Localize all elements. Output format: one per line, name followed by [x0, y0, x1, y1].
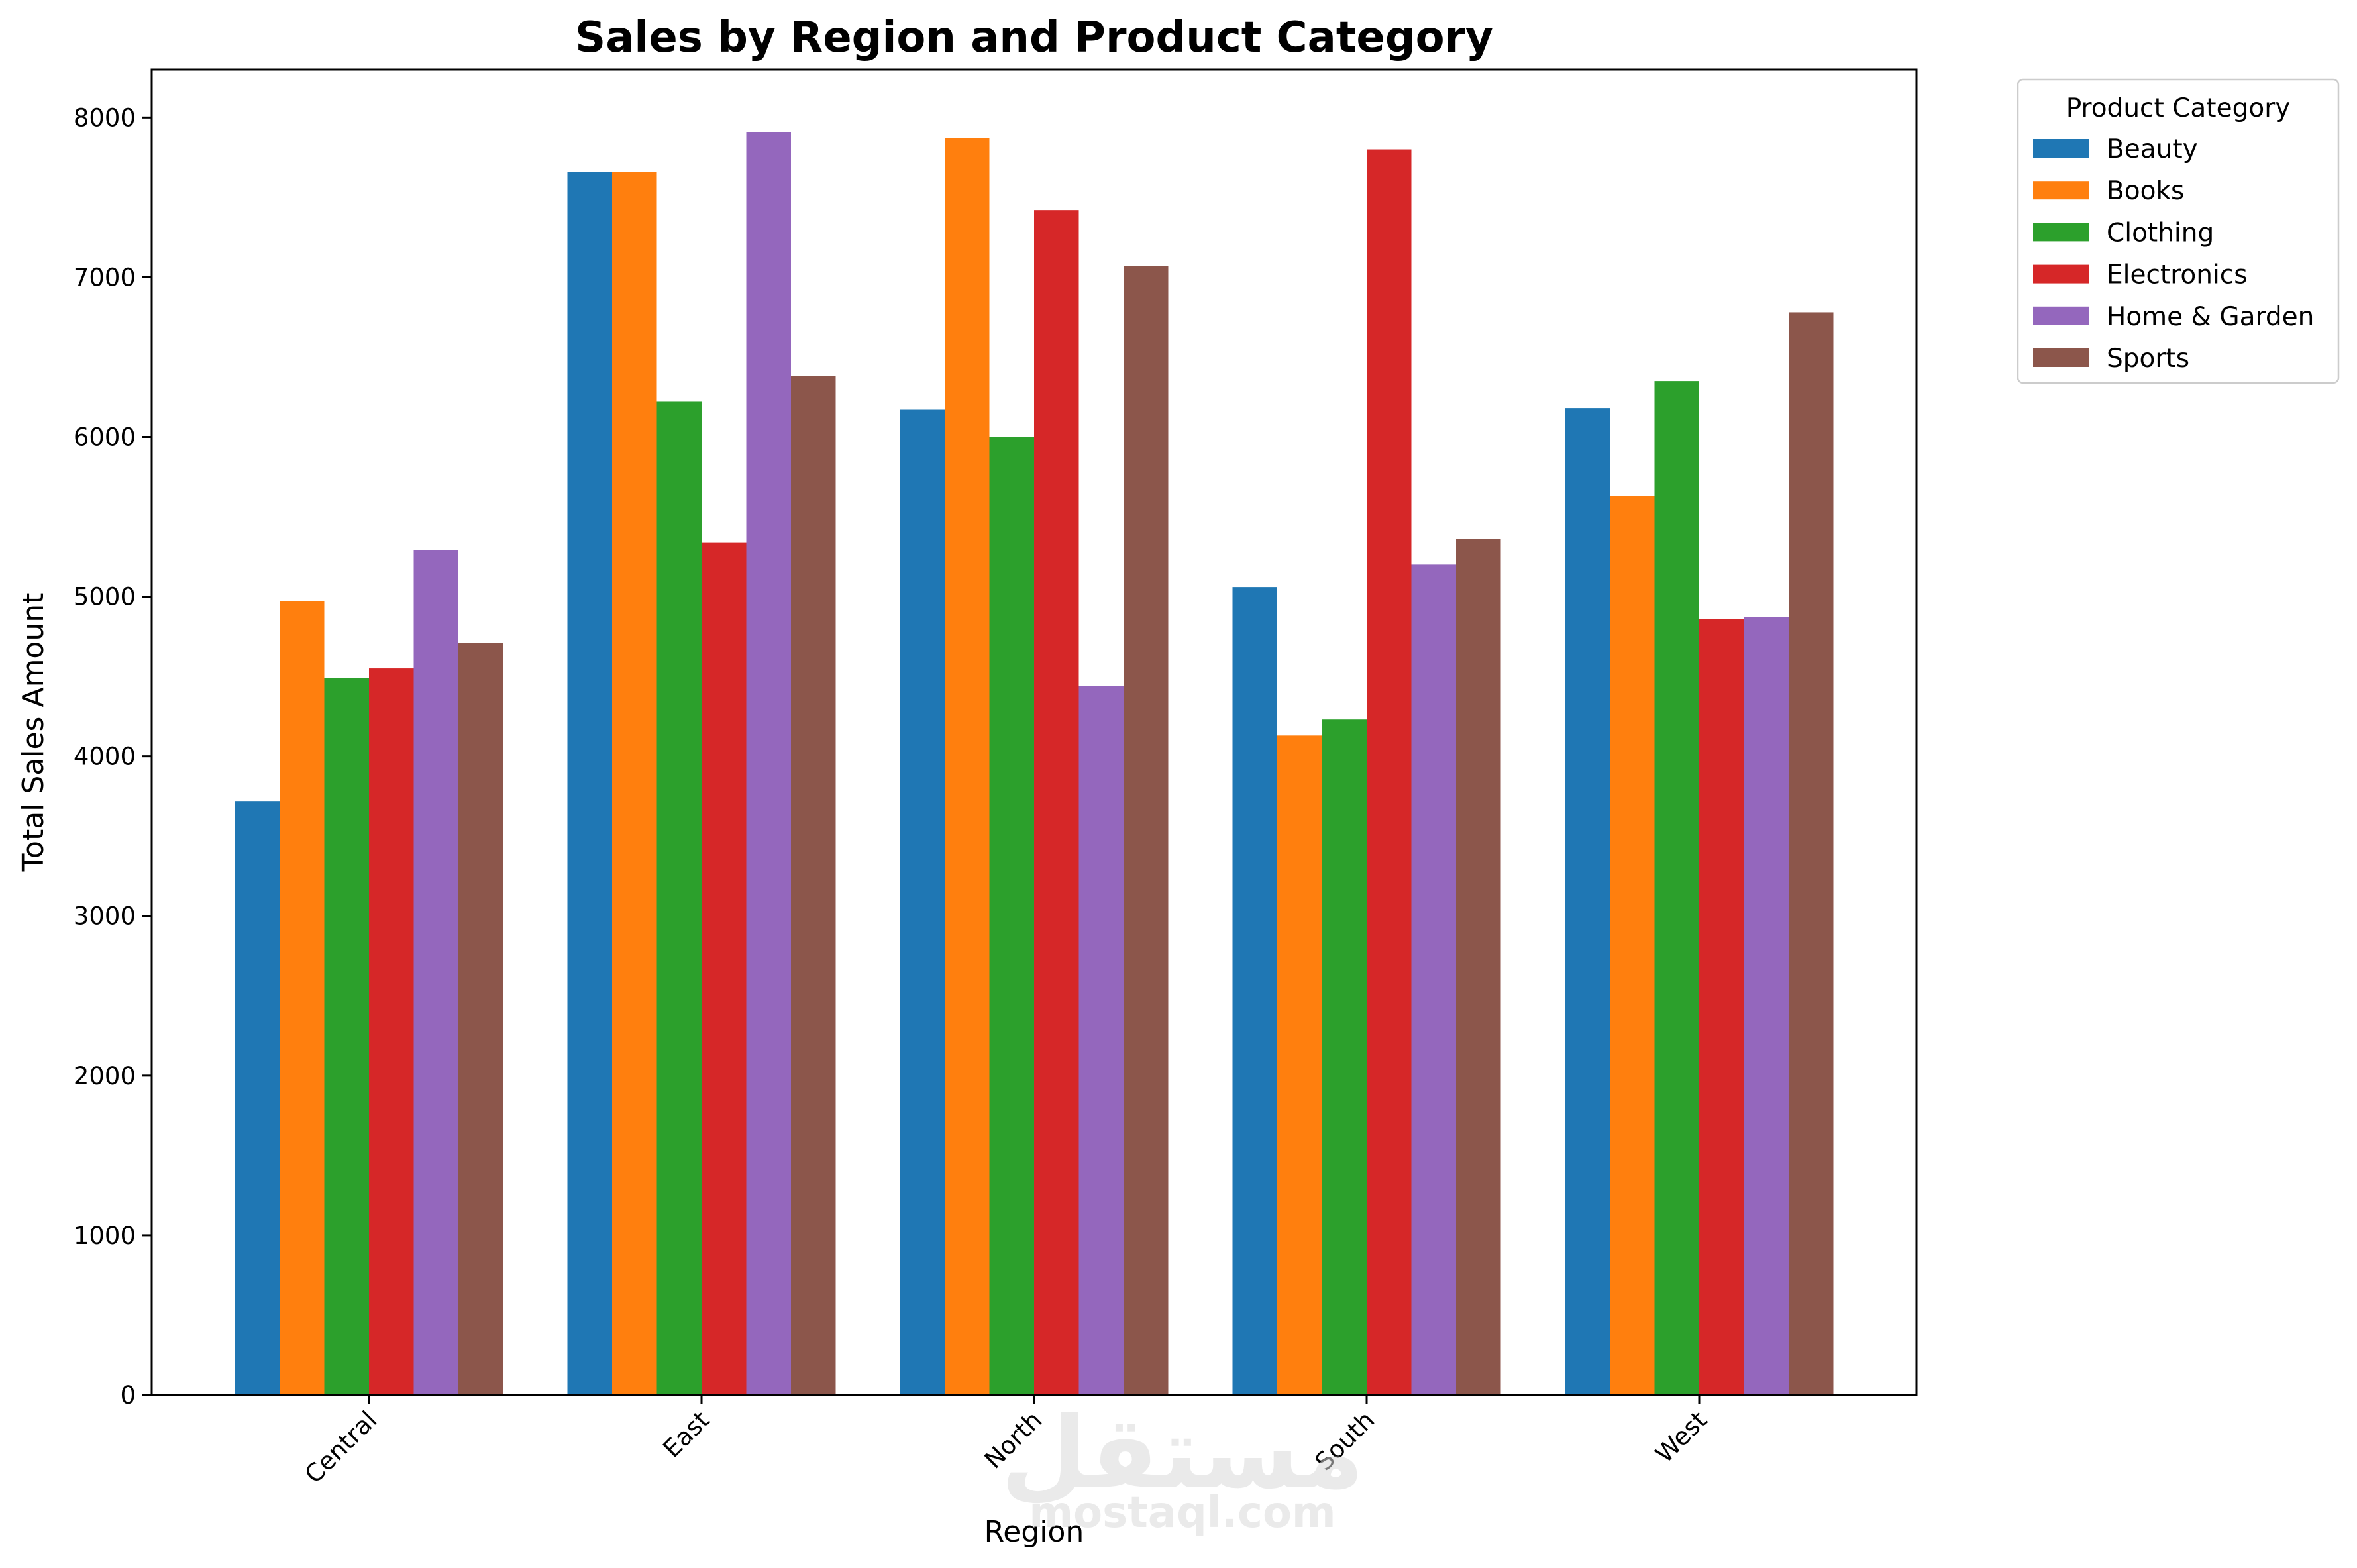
y-tick-label: 4000	[74, 743, 136, 771]
legend-label-beauty: Beauty	[2107, 134, 2198, 164]
bar-south-electronics	[1367, 149, 1412, 1395]
x-tick-label-west: West	[1650, 1406, 1713, 1469]
x-tick-label-east: East	[658, 1406, 715, 1463]
legend-label-clothing: Clothing	[2107, 218, 2214, 248]
y-tick-label: 0	[120, 1381, 136, 1410]
bar-north-books	[945, 138, 990, 1395]
bar-west-electronics	[1699, 619, 1744, 1395]
bar-north-beauty	[900, 409, 945, 1395]
bar-central-beauty	[235, 801, 280, 1395]
bar-central-clothing	[324, 678, 369, 1395]
bar-east-home-garden	[746, 132, 791, 1395]
x-tick-label-central: Central	[299, 1406, 383, 1489]
y-tick-label: 1000	[74, 1222, 136, 1250]
bar-east-sports	[791, 376, 836, 1395]
bars-layer	[235, 132, 1834, 1396]
chart-title: Sales by Region and Product Category	[575, 13, 1493, 62]
bar-central-home-garden	[413, 550, 458, 1396]
watermark-latin-text: mostaql.com	[1029, 1489, 1336, 1538]
bar-south-home-garden	[1411, 564, 1456, 1395]
bar-east-beauty	[567, 172, 612, 1395]
legend-swatch-sports	[2033, 348, 2089, 367]
bar-west-clothing	[1654, 381, 1699, 1395]
y-axis: 0 1000 2000 3000 4000 5000 6000 7000 8000	[74, 103, 152, 1410]
y-tick-label: 3000	[74, 902, 136, 931]
bar-north-clothing	[989, 437, 1034, 1395]
bar-north-home-garden	[1078, 686, 1124, 1395]
bar-south-sports	[1456, 539, 1501, 1395]
legend-title: Product Category	[2066, 93, 2291, 123]
legend-swatch-electronics	[2033, 264, 2089, 284]
bar-north-electronics	[1034, 210, 1079, 1395]
bar-central-sports	[458, 643, 503, 1395]
y-tick-label: 7000	[74, 263, 136, 291]
legend-swatch-clothing	[2033, 223, 2089, 242]
bar-east-electronics	[702, 542, 747, 1395]
bar-east-clothing	[656, 401, 702, 1396]
y-tick-label: 2000	[74, 1062, 136, 1090]
y-tick-label: 6000	[74, 423, 136, 451]
bar-south-books	[1277, 735, 1322, 1395]
bar-central-books	[280, 601, 325, 1395]
bar-east-books	[612, 172, 657, 1395]
bar-west-books	[1610, 496, 1655, 1396]
bar-west-sports	[1789, 312, 1834, 1396]
y-tick-label: 5000	[74, 583, 136, 611]
legend-swatch-beauty	[2033, 139, 2089, 158]
legend-label-home-garden: Home & Garden	[2107, 302, 2314, 332]
legend-label-sports: Sports	[2107, 344, 2189, 374]
bar-west-home-garden	[1744, 617, 1789, 1396]
legend-items: Beauty Books Clothing Electronics Home & Gar…	[2033, 134, 2314, 374]
legend-label-books: Books	[2107, 176, 2184, 206]
watermark: مستقل mostaql.com	[1001, 1396, 1365, 1538]
legend-box	[2017, 78, 2340, 384]
x-axis-label: Region	[984, 1515, 1084, 1549]
y-tick-label: 8000	[74, 103, 136, 132]
legend-swatch-home-garden	[2033, 306, 2089, 325]
legend-swatch-books	[2033, 181, 2089, 200]
bar-south-clothing	[1322, 719, 1367, 1395]
bar-west-beauty	[1565, 408, 1610, 1395]
legend: Product Category Beauty Books Clothing Elec…	[2017, 78, 2340, 384]
legend-label-electronics: Electronics	[2107, 260, 2248, 290]
y-axis-label: Total Sales Amount	[17, 593, 50, 872]
bar-central-electronics	[369, 668, 414, 1395]
bar-south-beauty	[1232, 587, 1277, 1395]
bar-north-sports	[1124, 266, 1169, 1395]
watermark-arabic-text: مستقل	[1001, 1396, 1365, 1511]
